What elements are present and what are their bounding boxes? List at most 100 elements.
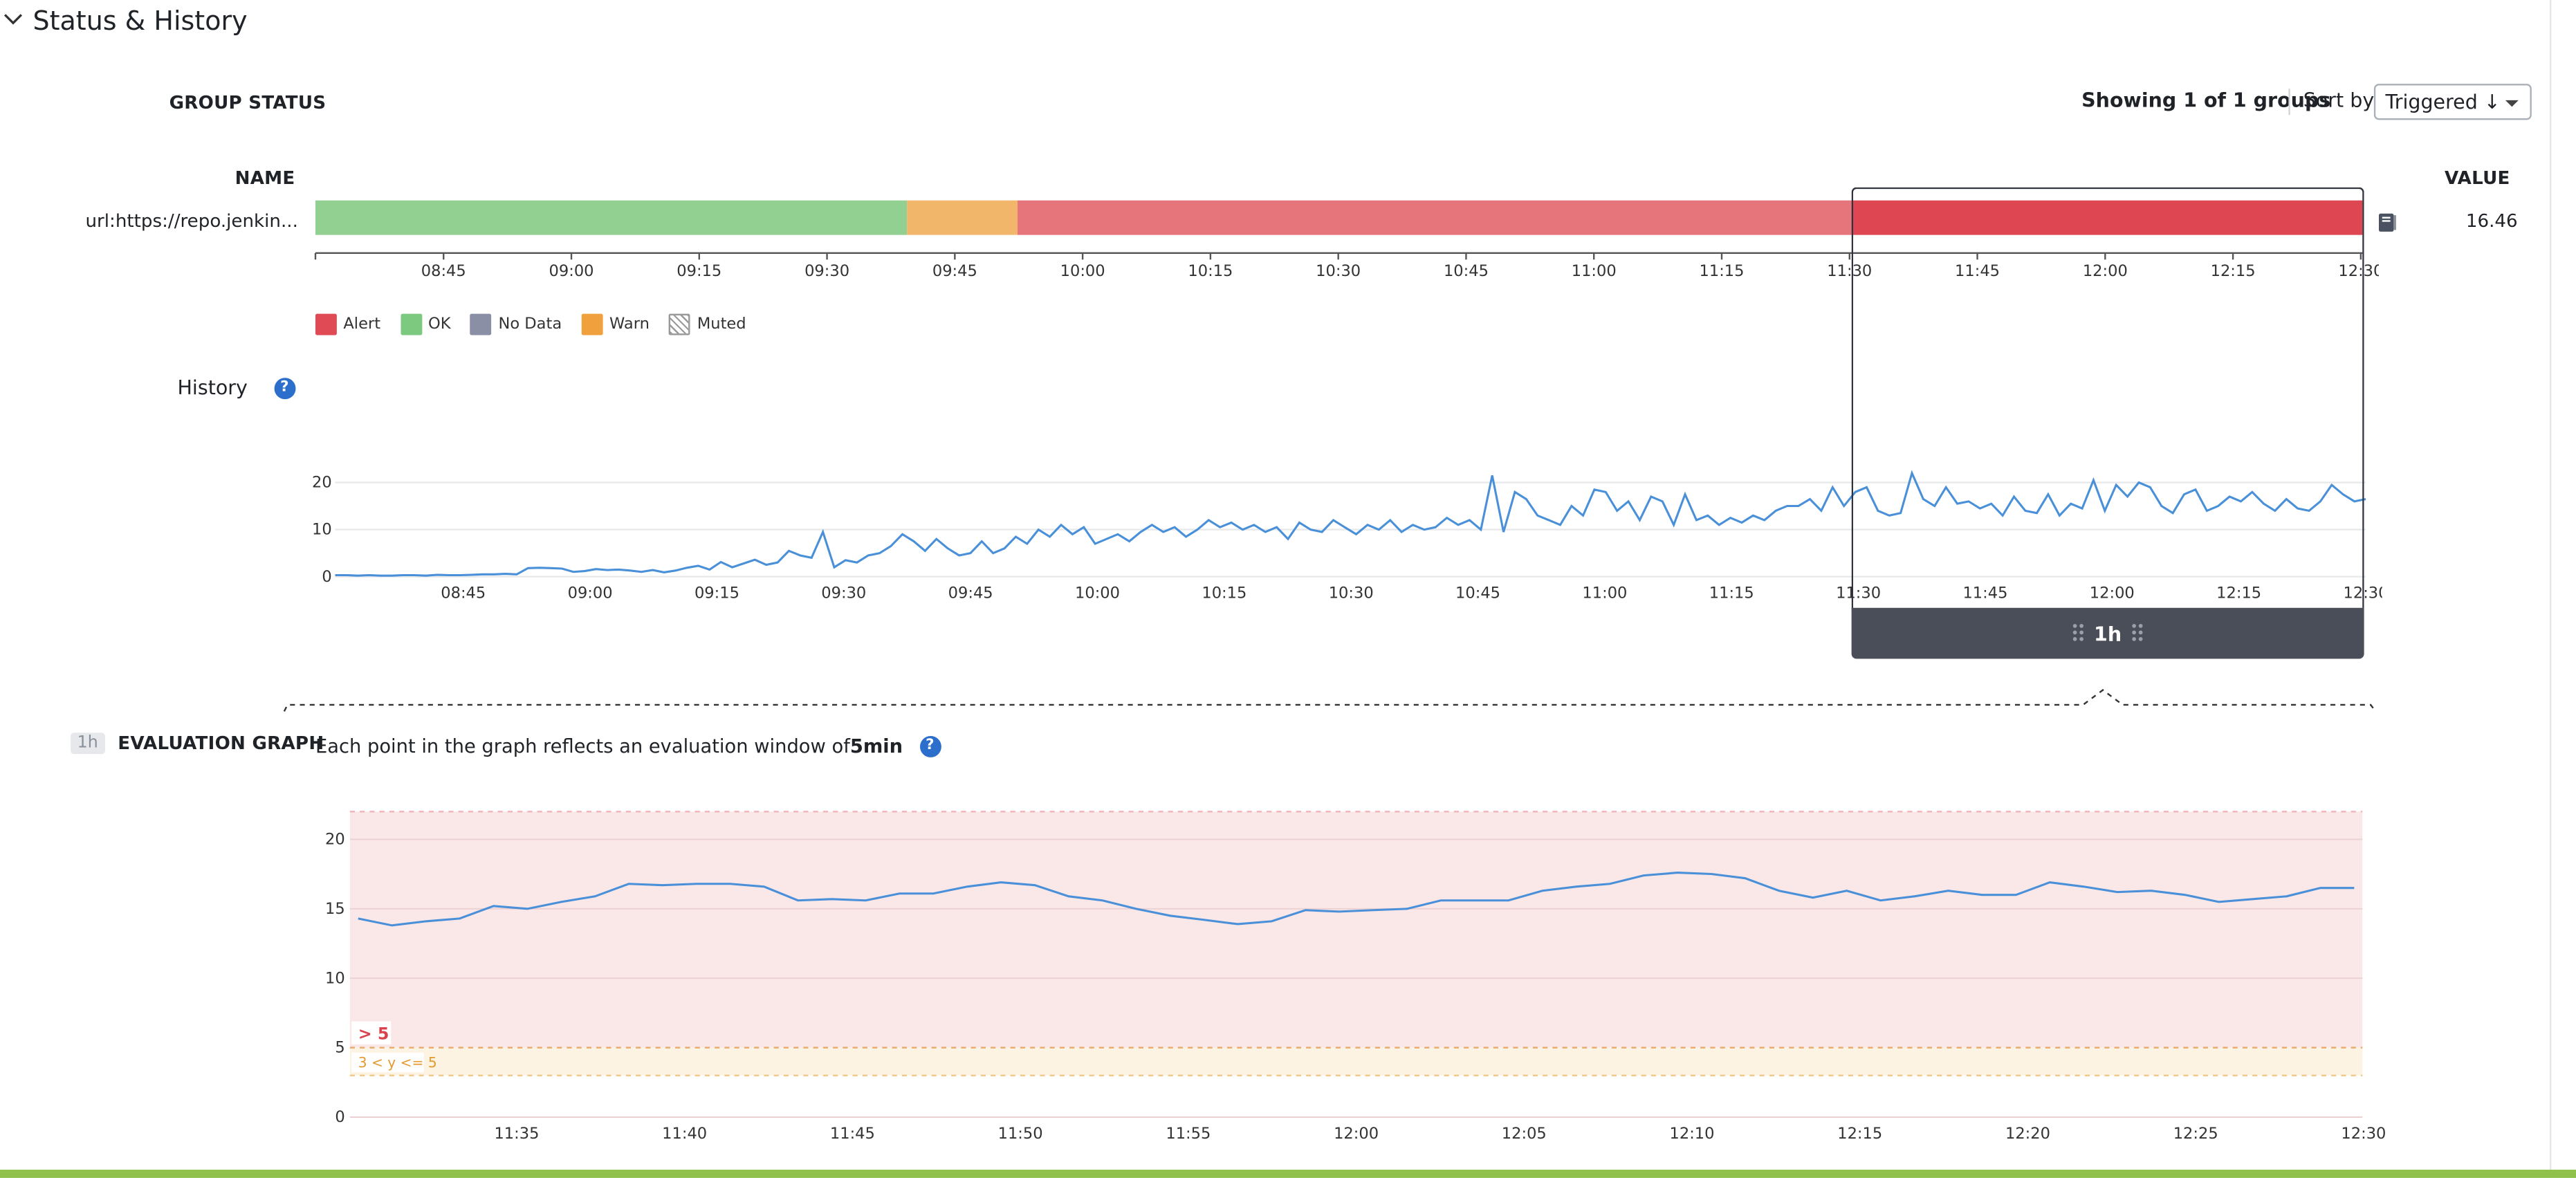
- zoom-bracket: [283, 689, 2377, 712]
- evaluation-window: 5min: [849, 734, 903, 757]
- status-tick-label: 10:45: [1444, 262, 1489, 279]
- legend-item-no-data: No Data: [470, 313, 562, 335]
- history-x-tick-label: 09:30: [821, 585, 866, 602]
- legend-item-alert: Alert: [315, 313, 380, 335]
- group-name[interactable]: url:https://repo.jenkin...: [85, 210, 298, 232]
- value-column-header: VALUE: [2445, 167, 2510, 190]
- status-segment-ok[interactable]: [315, 200, 908, 235]
- legend-label: OK: [427, 315, 451, 334]
- status-tick-label: 12:00: [2083, 262, 2128, 279]
- history-x-tick-label: 10:30: [1329, 585, 1374, 602]
- legend-label: Muted: [697, 315, 746, 334]
- evaluation-y-tick-label: 5: [335, 1039, 344, 1057]
- legend-swatch: [400, 313, 422, 335]
- status-tick-label: 12:15: [2211, 262, 2256, 279]
- legend-item-muted: Muted: [669, 313, 746, 335]
- status-tick-label: 11:15: [1700, 262, 1745, 279]
- scrollbar-track[interactable]: [2550, 0, 2552, 1170]
- status-tick-label: 09:30: [804, 262, 849, 279]
- notebook-icon[interactable]: [2377, 209, 2398, 240]
- evaluation-y-tick-label: 10: [325, 969, 345, 987]
- alert-threshold-label: > 5: [358, 1024, 389, 1044]
- legend: Alert OK No Data Warn Muted: [315, 313, 746, 335]
- evaluation-y-tick-label: 15: [325, 900, 345, 918]
- status-tick-label: 09:15: [677, 262, 721, 279]
- history-x-tick-label: 09:45: [948, 585, 993, 602]
- history-y-tick-label: 10: [312, 521, 332, 539]
- history-x-tick-label: 11:45: [1962, 585, 2007, 602]
- status-timeline[interactable]: 08:45 09:00 09:15 09:30 09:45 10:00 10:15 10:30…: [309, 194, 2380, 279]
- window-label: 1h: [2094, 621, 2122, 645]
- evaluation-x-tick-label: 12:30: [2341, 1125, 2385, 1143]
- group-status-label: GROUP STATUS: [169, 92, 326, 113]
- evaluation-chart[interactable]: 0 5 10 15 20 11:35 11:40 11:45 11:50 11:55 12:00 1…: [312, 802, 2386, 1147]
- warn-threshold-label-bg: [351, 1052, 424, 1073]
- history-x-tick-label: 12:00: [2090, 585, 2135, 602]
- legend-swatch: [315, 313, 337, 335]
- history-x-tick-label: 11:30: [1836, 585, 1881, 602]
- evaluation-badge: 1h: [71, 733, 105, 755]
- history-x-tick-label: 10:15: [1202, 585, 1246, 602]
- history-y-tick-label: 20: [312, 474, 332, 492]
- evaluation-header: 1h EVALUATION GRAPH: [71, 733, 324, 755]
- status-tick-label: 10:00: [1060, 262, 1105, 279]
- evaluation-x-tick-label: 12:05: [1502, 1125, 1547, 1143]
- evaluation-x-tick-label: 12:00: [1334, 1125, 1379, 1143]
- group-value: 16.46: [2465, 210, 2518, 232]
- legend-item-warn: Warn: [581, 313, 650, 335]
- history-label-row: History ?: [178, 376, 295, 399]
- evaluation-x-tick-label: 12:25: [2173, 1125, 2218, 1143]
- legend-swatch: [669, 313, 691, 335]
- status-tick-label: 11:30: [1827, 262, 1872, 279]
- legend-label: Warn: [609, 315, 650, 334]
- evaluation-x-tick-label: 11:40: [662, 1125, 707, 1143]
- status-segment-warn[interactable]: [907, 200, 1018, 235]
- evaluation-graph-label: EVALUATION GRAPH: [118, 733, 324, 755]
- history-x-tick-label: 11:00: [1582, 585, 1627, 602]
- history-x-tick-label: 10:00: [1075, 585, 1120, 602]
- evaluation-x-tick-label: 12:20: [2005, 1125, 2050, 1143]
- sort-by-label: Sort by: [2303, 89, 2375, 112]
- status-segment-alert-selected[interactable]: [1852, 200, 2363, 235]
- divider: [2288, 89, 2290, 116]
- warn-band: [349, 1047, 2363, 1076]
- status-tick-label: 11:00: [1572, 262, 1617, 279]
- evaluation-description: Each point in the graph reflects an eval…: [315, 735, 941, 757]
- history-y-tick-label: 0: [322, 568, 331, 586]
- legend-item-ok: OK: [400, 313, 451, 335]
- selection-window[interactable]: [1851, 187, 2364, 611]
- legend-swatch: [470, 313, 492, 335]
- drag-handle-icon[interactable]: [2071, 618, 2084, 649]
- status-tick-label: 09:00: [549, 262, 594, 279]
- evaluation-series-line: [358, 872, 2355, 927]
- history-x-tick-label: 11:15: [1709, 585, 1754, 602]
- alert-threshold-label-bg: [351, 1021, 392, 1044]
- status-tick-label: 10:30: [1316, 262, 1361, 279]
- showing-groups-text: Showing 1 of 1 groups: [2081, 89, 2331, 112]
- evaluation-x-tick-label: 12:15: [1837, 1125, 1882, 1143]
- history-label: History: [177, 376, 248, 400]
- history-x-tick-label: 12:15: [2216, 585, 2261, 602]
- history-x-tick-label: 10:45: [1455, 585, 1500, 602]
- selection-window-handle[interactable]: 1h: [1851, 607, 2364, 659]
- evaluation-y-tick-label: 0: [335, 1108, 344, 1126]
- evaluation-x-tick-label: 11:55: [1166, 1125, 1211, 1143]
- chevron-down-icon[interactable]: [0, 3, 33, 37]
- status-segment-alert[interactable]: [1018, 200, 1853, 235]
- sort-select-value: Triggered ↓: [2385, 90, 2501, 113]
- history-x-tick-label: 08:45: [441, 585, 486, 602]
- evaluation-x-tick-label: 11:35: [494, 1125, 539, 1143]
- evaluation-y-tick-label: 20: [325, 831, 345, 849]
- history-series-line: [335, 470, 2366, 577]
- section-header[interactable]: Status & History: [0, 0, 248, 39]
- evaluation-description-text: Each point in the graph reflects an eval…: [315, 734, 850, 757]
- status-tick-label: 11:45: [1955, 262, 2000, 279]
- alert-band: [349, 811, 2363, 1048]
- drag-handle-icon[interactable]: [2131, 618, 2144, 649]
- status-tick-label: 12:30: [2338, 262, 2379, 279]
- sort-select[interactable]: Triggered ↓: [2373, 84, 2532, 120]
- history-chart[interactable]: 0 10 20 08:45 09:00 09:15 09:30 09:45 10:00 10:1…: [309, 463, 2382, 611]
- question-icon[interactable]: ?: [919, 735, 941, 757]
- name-column-header: NAME: [234, 167, 295, 190]
- question-icon[interactable]: ?: [273, 377, 295, 398]
